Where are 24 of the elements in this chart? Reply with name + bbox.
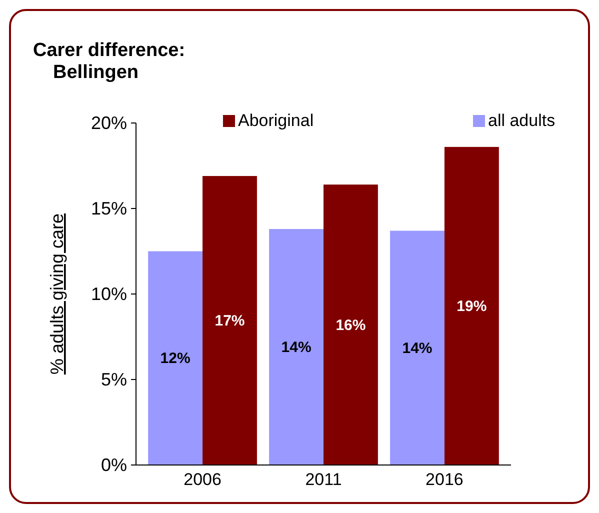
bar	[444, 146, 499, 465]
bar	[390, 230, 444, 465]
data-label: 16%	[336, 316, 366, 334]
data-label: 14%	[281, 339, 312, 356]
data-label: 14%	[402, 340, 432, 357]
data-label: 19%	[456, 298, 487, 315]
legend-label: all adults	[488, 111, 556, 130]
y-tick-label: 20%	[90, 113, 127, 133]
y-tick-label: 10%	[90, 284, 127, 304]
x-tick-label: 2006	[184, 470, 222, 489]
data-label: 12%	[160, 350, 190, 368]
bar	[324, 184, 378, 465]
y-axis-title: % adults giving care	[47, 213, 67, 375]
data-label: 17%	[214, 312, 245, 330]
y-tick-label: 5%	[100, 370, 127, 390]
x-tick-label: 2011	[305, 470, 342, 489]
bar	[202, 176, 257, 465]
legend-label: Aboriginal	[238, 111, 314, 130]
bar	[269, 229, 324, 465]
x-tick-label: 2016	[426, 470, 464, 489]
y-tick-label: 0%	[100, 455, 127, 475]
y-tick-label: 15%	[90, 198, 127, 218]
bar	[148, 251, 203, 465]
chart-title: Carer difference: Bellingen	[33, 40, 186, 83]
